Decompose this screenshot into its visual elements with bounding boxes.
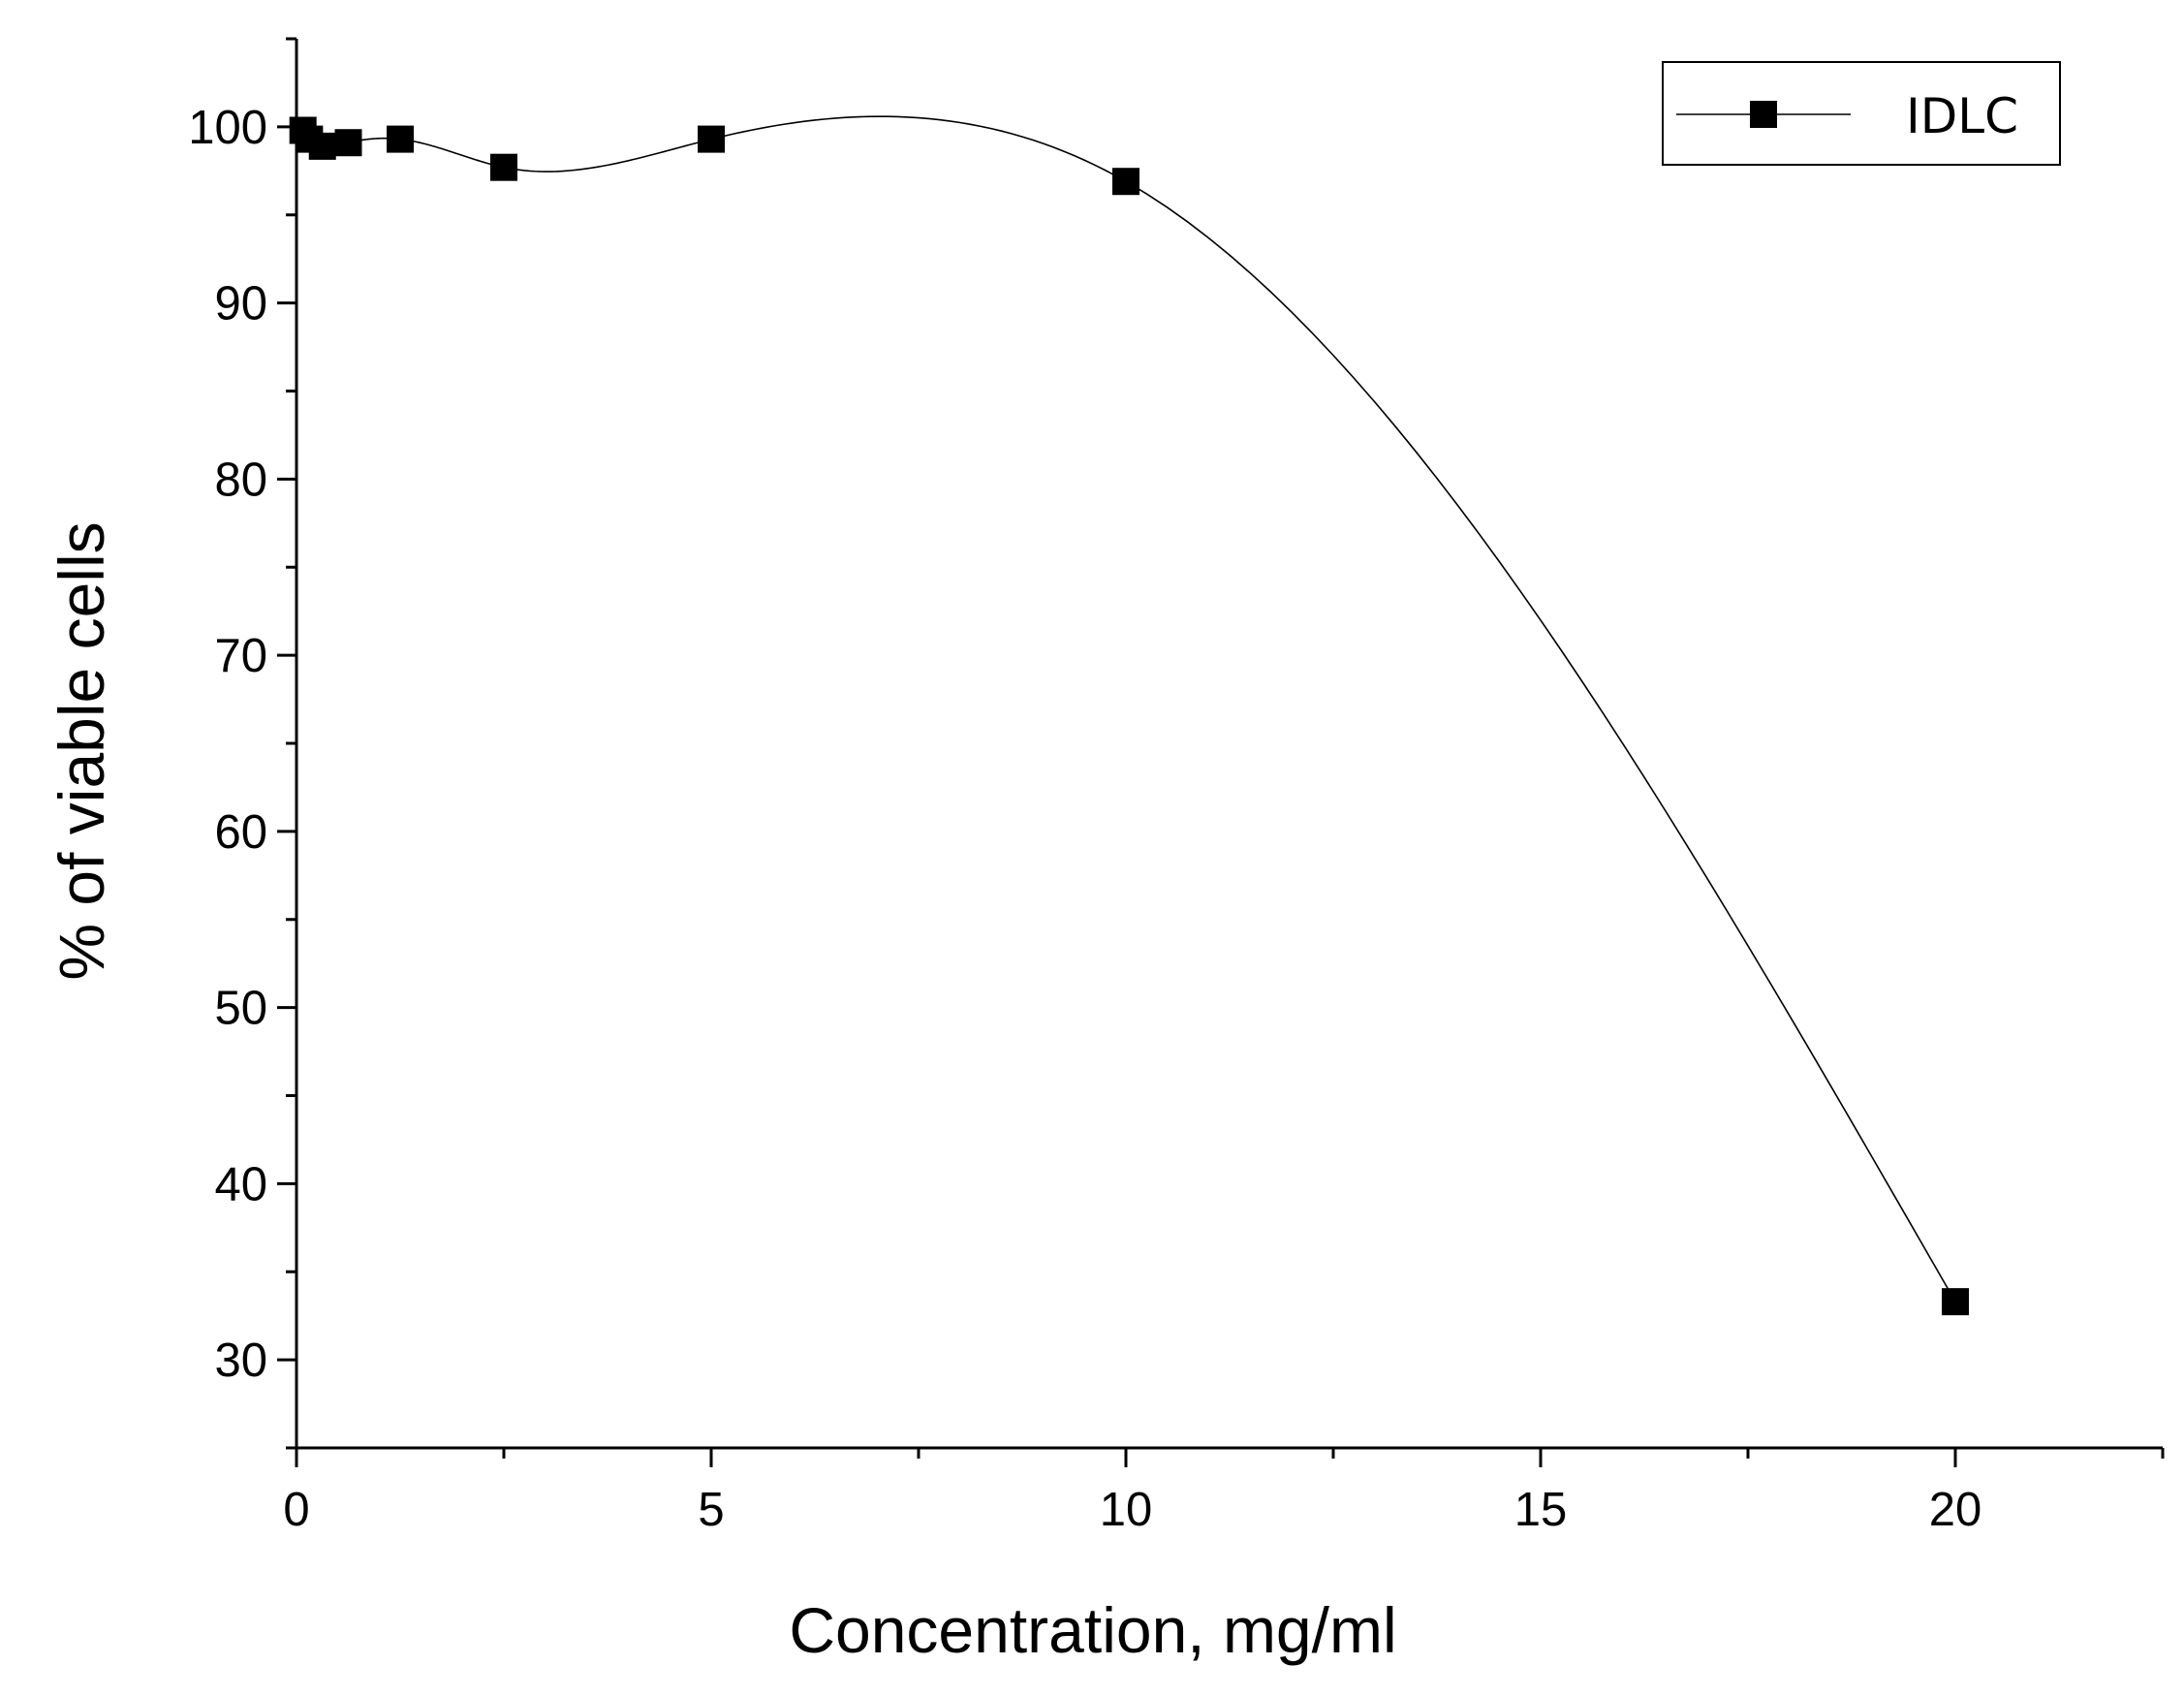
legend-label-idlc: IDLC [1906,88,2018,144]
x-tick-label: 15 [1514,1484,1568,1536]
data-point [1942,1288,1969,1316]
x-axis-title: Concentration, mg/ml [789,1594,1396,1666]
data-point [308,132,336,160]
legend-marker [1750,101,1777,128]
legend-box [1662,61,2061,166]
data-point [490,153,517,181]
x-tick-label: 10 [1100,1484,1153,1536]
y-tick-label: 80 [214,454,267,506]
axes-layer: 0 5 10 15 20 30 40 50 60 70 80 90 100 [188,37,2165,1536]
curve-layer [302,115,1956,1303]
legend: IDLC [1662,61,2061,166]
x-tick-label: 0 [283,1484,309,1536]
y-tick-label: 30 [214,1335,267,1387]
data-point [334,129,362,157]
data-point [1112,168,1139,196]
data-point [698,125,725,153]
data-point [387,125,414,153]
series-line-idlc [302,115,1956,1303]
y-tick-label: 50 [214,983,267,1035]
y-tick-label: 70 [214,630,267,682]
y-tick-label: 60 [214,806,267,859]
y-tick-label: 90 [214,278,267,330]
y-tick-label: 40 [214,1158,267,1210]
y-ticks: 30 40 50 60 70 80 90 100 [188,37,296,1450]
x-ticks: 0 5 10 15 20 [283,1448,2165,1536]
marker-layer [289,116,1969,1316]
x-tick-label: 20 [1929,1484,1982,1536]
y-tick-label: 100 [188,102,267,154]
x-tick-label: 5 [698,1484,724,1536]
y-axis-title: % of viable cells [46,521,117,980]
